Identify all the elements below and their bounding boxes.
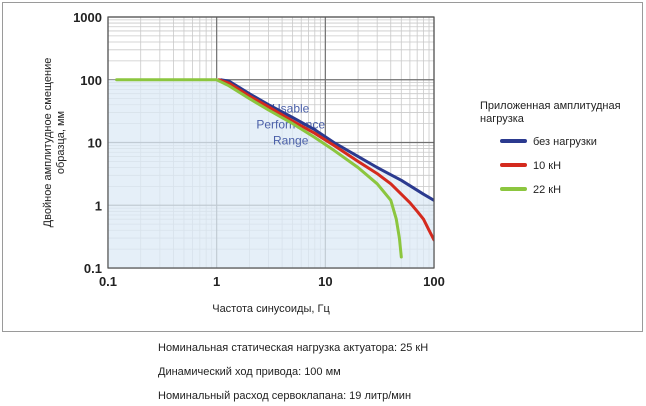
caption-servo-flow: Номинальный расход сервоклапана: 19 литр… — [158, 390, 412, 402]
legend-title: нагрузка — [480, 113, 525, 125]
series-line-1 — [217, 78, 434, 242]
caption-dynamic-stroke: Динамический ход привода: 100 мм — [158, 366, 341, 378]
axes: 0.1 1 10 100 0.1 1 10 100 1000 Частота синусоиды,… — [42, 10, 445, 315]
y-axis-label: Двойное амплитудное смещениеобразца, мм — [42, 58, 67, 228]
x-axis-label: Частота синусоиды, Гц — [212, 303, 330, 315]
y-tick-label: 100 — [80, 73, 102, 88]
series-line-2 — [115, 78, 403, 259]
plot-border — [107, 16, 435, 269]
y-tick-label: 10 — [88, 136, 102, 151]
y-tick-label: 1000 — [73, 10, 102, 25]
x-tick-label: 1 — [213, 274, 220, 289]
x-tick-label: 0.1 — [99, 274, 117, 289]
series-line-0 — [219, 78, 434, 202]
x-tick-label: 10 — [318, 274, 332, 289]
legend-label-1: 10 кН — [533, 160, 561, 172]
legend-label-0: без нагрузки — [533, 136, 597, 148]
legend-label-2: 22 кН — [533, 184, 561, 196]
y-tick-label: 0.1 — [84, 261, 102, 276]
caption-static-load: Номинальная статическая нагрузка актуато… — [158, 342, 429, 354]
usable-range-fill — [108, 79, 434, 268]
legend-title: Приложенная амплитудная — [480, 100, 621, 112]
y-tick-label: 1 — [95, 198, 102, 213]
x-tick-label: 100 — [423, 274, 445, 289]
series-lines — [115, 78, 434, 259]
chart-frame — [2, 2, 643, 332]
usable-range-label: Range — [273, 134, 309, 148]
